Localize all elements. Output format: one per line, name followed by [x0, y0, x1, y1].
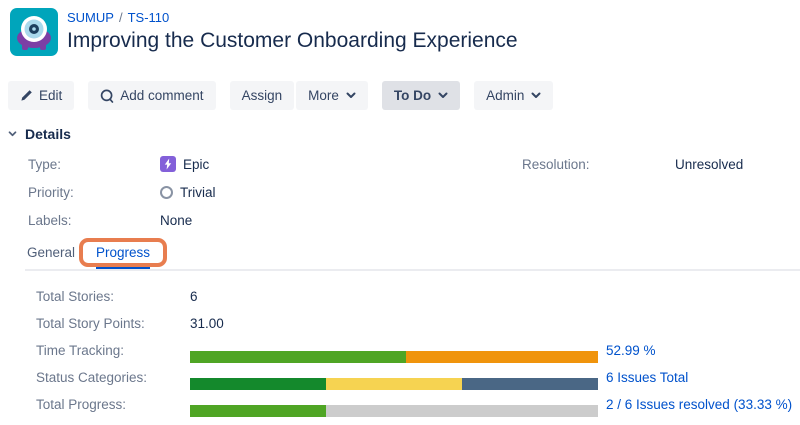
comment-icon	[100, 89, 114, 103]
assign-button-label: Assign	[241, 88, 283, 103]
assign-more-group: Assign More	[229, 81, 368, 110]
time-tracking-bar	[190, 350, 598, 363]
status-button-label: To Do	[393, 88, 432, 103]
breadcrumb: SUMUP / TS-110	[67, 10, 518, 25]
priority-value: Trivial	[180, 184, 216, 200]
time-tracking-label: Time Tracking:	[36, 343, 125, 358]
chevron-down-icon	[531, 92, 541, 99]
toolbar: Edit Add comment Assign More To Do	[8, 81, 554, 110]
resolved-segment	[190, 404, 326, 417]
priority-label: Priority:	[28, 184, 74, 200]
header-text: SUMUP / TS-110 Improving the Customer Onbo…	[67, 8, 518, 56]
priority-trivial-icon	[160, 185, 173, 199]
edit-button-label: Edit	[39, 88, 63, 103]
total-progress-bar	[190, 404, 598, 417]
status-categories-label: Status Categories:	[36, 370, 148, 385]
tab-progress[interactable]: Progress	[96, 245, 151, 269]
details-section-header[interactable]: Details	[8, 126, 800, 142]
unresolved-segment	[325, 404, 598, 417]
status-categories-bar	[190, 377, 598, 390]
collapse-chevron-icon[interactable]	[8, 131, 17, 137]
tab-general[interactable]: General	[27, 245, 76, 260]
time-spent-segment	[190, 350, 407, 363]
total-stories-label: Total Stories:	[36, 289, 115, 304]
labels-label: Labels:	[28, 212, 72, 228]
pencil-icon	[20, 89, 33, 102]
tab-bar: General Progress	[0, 238, 800, 273]
total-stories-row: Total Stories: 6	[8, 283, 800, 310]
total-story-points-label: Total Story Points:	[36, 316, 145, 331]
done-segment	[190, 377, 326, 390]
breadcrumb-issue-link[interactable]: TS-110	[127, 10, 170, 25]
progress-panel: Total Stories: 6 Total Story Points: 31.…	[8, 283, 800, 418]
issue-avatar	[10, 8, 58, 56]
epic-icon	[160, 156, 176, 172]
tab-divider	[25, 269, 800, 271]
details-section-title: Details	[25, 126, 71, 142]
priority-field: Priority: Trivial	[8, 178, 400, 206]
status-button[interactable]: To Do	[381, 81, 461, 110]
time-remaining-segment	[406, 350, 598, 363]
time-tracking-row: Time Tracking: 52.99 %	[8, 337, 800, 364]
add-comment-button-label: Add comment	[120, 88, 204, 103]
total-story-points-row: Total Story Points: 31.00	[8, 310, 800, 337]
resolution-value: Unresolved	[675, 156, 744, 172]
total-progress-row: Total Progress: 2 / 6 Issues resolved (3…	[8, 391, 800, 418]
add-comment-button[interactable]: Add comment	[88, 81, 216, 110]
assign-button[interactable]: Assign	[229, 81, 295, 110]
total-progress-value[interactable]: 2 / 6 Issues resolved (33.33 %)	[606, 397, 793, 412]
to-do-segment	[461, 377, 598, 390]
resolution-field: Resolution: Unresolved	[400, 150, 792, 178]
details-section: Details Type: Epic Priority:	[8, 126, 800, 234]
resolution-label: Resolution:	[522, 156, 590, 172]
type-field: Type: Epic	[8, 150, 400, 178]
labels-field: Labels: None	[8, 206, 400, 234]
total-story-points-value: 31.00	[190, 316, 224, 331]
admin-button-label: Admin	[486, 88, 525, 103]
status-categories-value[interactable]: 6 Issues Total	[606, 370, 689, 385]
type-label: Type:	[28, 156, 62, 172]
type-value: Epic	[183, 156, 210, 172]
total-progress-label: Total Progress:	[36, 397, 127, 412]
admin-button[interactable]: Admin	[474, 81, 554, 110]
issue-header: SUMUP / TS-110 Improving the Customer Onbo…	[10, 8, 518, 56]
chevron-down-icon	[346, 92, 356, 99]
time-tracking-value[interactable]: 52.99 %	[606, 343, 656, 358]
labels-value: None	[160, 212, 193, 228]
in-progress-segment	[325, 377, 462, 390]
details-right-column: Resolution: Unresolved	[400, 150, 792, 234]
breadcrumb-separator: /	[118, 10, 123, 25]
more-button[interactable]: More	[296, 81, 368, 110]
total-stories-value: 6	[190, 289, 198, 304]
details-fields: Type: Epic Priority: Trivial	[8, 150, 800, 234]
edit-button[interactable]: Edit	[8, 81, 75, 110]
page-title: Improving the Customer Onboarding Experi…	[67, 29, 518, 52]
details-left-column: Type: Epic Priority: Trivial	[8, 150, 400, 234]
more-button-label: More	[308, 88, 339, 103]
status-categories-row: Status Categories: 6 Issues Total	[8, 364, 800, 391]
chevron-down-icon	[438, 92, 448, 99]
breadcrumb-project-link[interactable]: SUMUP	[67, 10, 114, 25]
